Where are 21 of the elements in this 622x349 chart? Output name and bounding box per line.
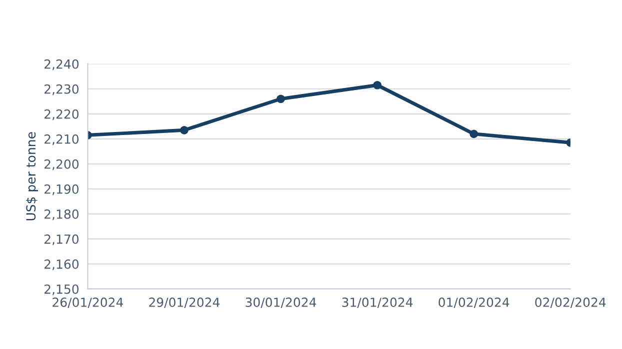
- x-tick-label: 30/01/2024: [246, 298, 316, 308]
- y-tick-label: 2,170: [44, 234, 79, 246]
- x-tick-label: 26/01/2024: [52, 298, 124, 308]
- y-tick-label: 2,180: [44, 209, 79, 220]
- y-tick-label: 2,200: [44, 159, 79, 170]
- y-tick-label: 2,220: [44, 109, 79, 120]
- x-tick-label: 31/01/2024: [342, 298, 413, 308]
- y-tick-label: 2,230: [44, 84, 79, 96]
- point: [373, 80, 382, 90]
- x-tick-label: 01/02/2024: [438, 298, 510, 308]
- point: [470, 130, 478, 138]
- point: [276, 94, 285, 104]
- x-tick-label: 02/02/2024: [535, 298, 606, 308]
- point: [180, 126, 188, 134]
- y-tick-label: 2,210: [44, 134, 79, 146]
- y-axis-title: US$ per tonne: [26, 132, 38, 220]
- y-tick-label: 2,190: [44, 184, 79, 196]
- y-tick-label: 2,160: [44, 259, 79, 270]
- y-tick-label: 2,240: [44, 59, 79, 70]
- y-tick-label: 2,150: [44, 284, 79, 296]
- x-tick-label: 29/01/2024: [149, 298, 220, 308]
